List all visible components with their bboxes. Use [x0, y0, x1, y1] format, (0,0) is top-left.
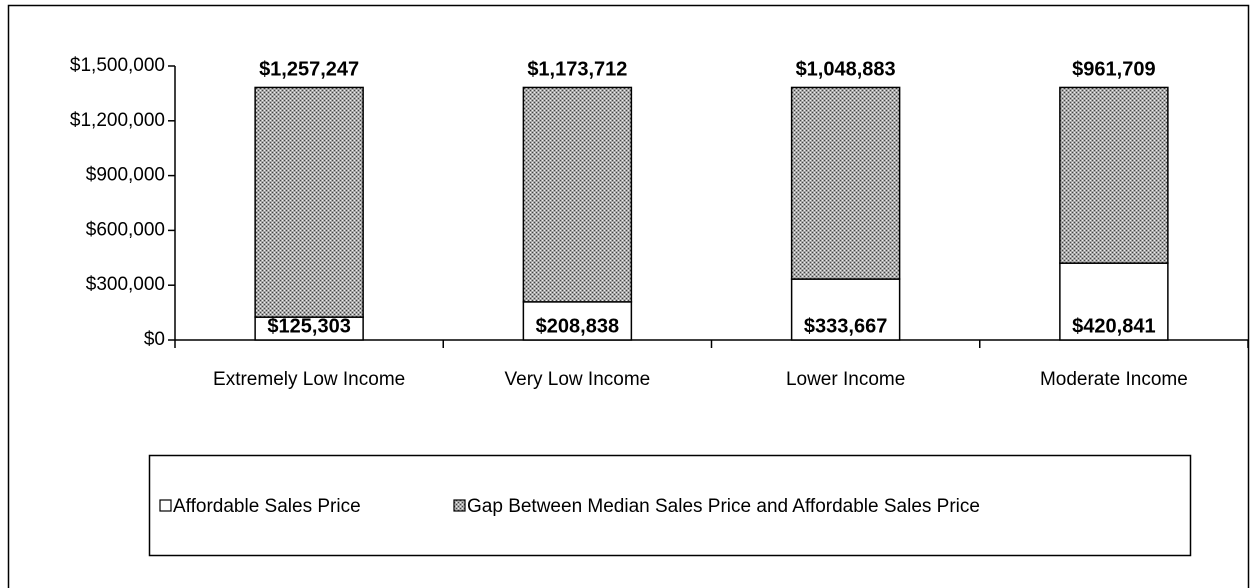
chart-frame: [7, 4, 1250, 588]
value-label: $1,048,883: [796, 59, 896, 81]
y-tick-label: $1,500,000: [70, 55, 165, 76]
legend-label: Affordable Sales Price: [173, 496, 361, 517]
value-label: $333,667: [804, 315, 887, 337]
value-label: $208,838: [536, 315, 619, 337]
y-tick-label: $0: [144, 329, 165, 350]
y-tick-label: $300,000: [86, 274, 165, 295]
x-tick-label: Lower Income: [786, 369, 905, 390]
bar-segment: [1059, 262, 1169, 341]
legend-box: [148, 454, 1192, 557]
value-label: $961,709: [1072, 59, 1155, 81]
y-tick-label: $1,200,000: [70, 110, 165, 131]
x-tick-label: Moderate Income: [1040, 369, 1188, 390]
bar-segment: [790, 278, 901, 341]
y-tick-label: $600,000: [86, 219, 165, 240]
legend-swatch: [453, 499, 466, 512]
value-label: $420,841: [1072, 315, 1155, 337]
bar-segment: [254, 86, 364, 318]
legend-swatch: [159, 499, 172, 512]
value-label: $125,303: [267, 315, 350, 337]
x-tick-label: Extremely Low Income: [213, 369, 405, 390]
legend-label: Gap Between Median Sales Price and Affor…: [467, 496, 980, 517]
value-label: $1,173,712: [527, 59, 627, 81]
x-tick-label: Very Low Income: [505, 369, 651, 390]
bar-segment: [1059, 86, 1169, 264]
value-label: $1,257,247: [259, 59, 359, 81]
y-tick-label: $900,000: [86, 165, 165, 186]
bar-segment: [522, 301, 633, 341]
bar-segment: [522, 86, 633, 303]
bar-segment: [790, 86, 901, 280]
